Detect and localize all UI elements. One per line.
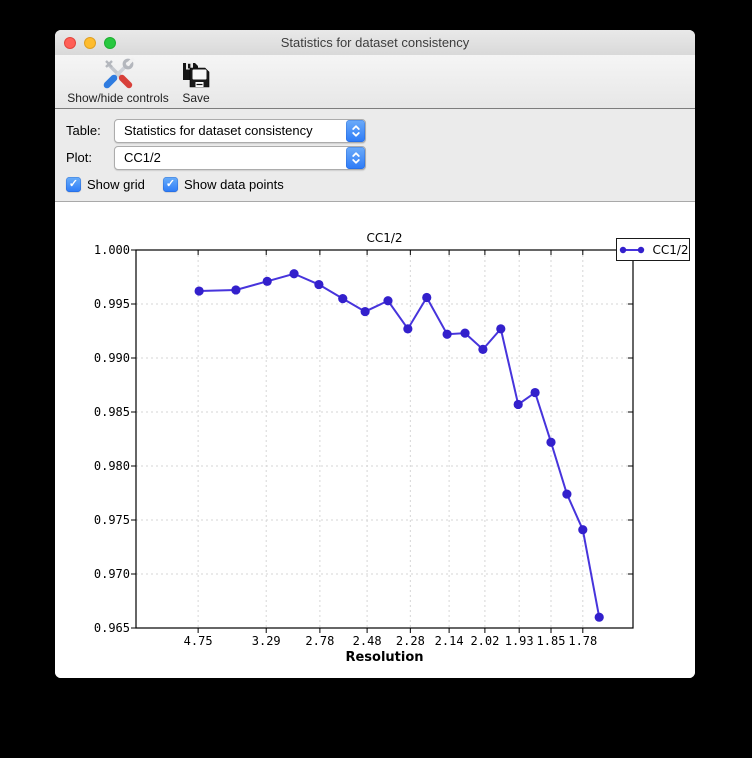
show-grid-label: Show grid [87, 177, 145, 192]
toolbar: Show/hide controls Save [55, 55, 695, 109]
svg-text:1.000: 1.000 [94, 243, 130, 257]
table-select-value: Statistics for dataset consistency [124, 123, 313, 138]
svg-text:0.965: 0.965 [94, 621, 130, 635]
stepper-chevrons-icon [346, 147, 365, 169]
svg-text:0.970: 0.970 [94, 567, 130, 581]
chart-area: 1.000 0.995 0.990 0.985 0.980 0.975 0.970 0.965… [55, 202, 695, 678]
save-icon [181, 56, 211, 92]
svg-text:0.995: 0.995 [94, 297, 130, 311]
show-hide-controls-label: Show/hide controls [67, 91, 169, 105]
svg-text:CC1/2: CC1/2 [366, 231, 402, 245]
zoom-button[interactable] [104, 36, 116, 49]
save-button-label: Save [182, 91, 210, 105]
minimize-button[interactable] [84, 36, 96, 49]
window-title: Statistics for dataset consistency [280, 35, 470, 50]
svg-text:1.93: 1.93 [505, 634, 534, 648]
plot-select[interactable]: CC1/2 [114, 146, 366, 170]
svg-text:2.28: 2.28 [396, 634, 425, 648]
save-button[interactable]: Save [173, 56, 219, 107]
svg-text:1.78: 1.78 [568, 634, 597, 648]
svg-text:0.985: 0.985 [94, 405, 130, 419]
show-data-points-label: Show data points [184, 177, 284, 192]
svg-text:2.48: 2.48 [353, 634, 382, 648]
legend-line-swatch [620, 246, 645, 253]
svg-text:0.980: 0.980 [94, 459, 130, 473]
svg-text:2.78: 2.78 [305, 634, 334, 648]
svg-text:2.02: 2.02 [470, 634, 499, 648]
close-button[interactable] [64, 36, 76, 49]
stepper-chevrons-icon [346, 120, 365, 142]
svg-text:0.990: 0.990 [94, 351, 130, 365]
svg-text:2.14: 2.14 [435, 634, 464, 648]
checkmark-icon: ✓ [66, 177, 81, 192]
table-select[interactable]: Statistics for dataset consistency [114, 119, 366, 143]
show-grid-checkbox[interactable]: ✓ Show grid [66, 177, 145, 192]
plot-label: Plot: [66, 150, 93, 165]
svg-text:0.975: 0.975 [94, 513, 130, 527]
tools-icon [101, 56, 135, 92]
svg-text:3.29: 3.29 [252, 634, 281, 648]
chart-legend: CC1/2 [616, 238, 690, 261]
svg-text:Resolution: Resolution [345, 650, 423, 665]
app-window: Statistics for dataset consistency [55, 30, 695, 678]
titlebar: Statistics for dataset consistency [55, 30, 695, 55]
table-label: Table: [66, 123, 101, 138]
svg-text:4.75: 4.75 [184, 634, 213, 648]
controls-panel: Table: Statistics for dataset consistenc… [55, 109, 695, 202]
show-data-points-checkbox[interactable]: ✓ Show data points [163, 177, 284, 192]
checkmark-icon: ✓ [163, 177, 178, 192]
svg-text:1.85: 1.85 [537, 634, 566, 648]
plot-select-value: CC1/2 [124, 150, 161, 165]
traffic-lights [64, 36, 116, 49]
cc-half-line-chart: 1.000 0.995 0.990 0.985 0.980 0.975 0.970 0.965… [94, 231, 634, 665]
show-hide-controls-button[interactable]: Show/hide controls [63, 56, 173, 107]
legend-label: CC1/2 [652, 242, 689, 257]
